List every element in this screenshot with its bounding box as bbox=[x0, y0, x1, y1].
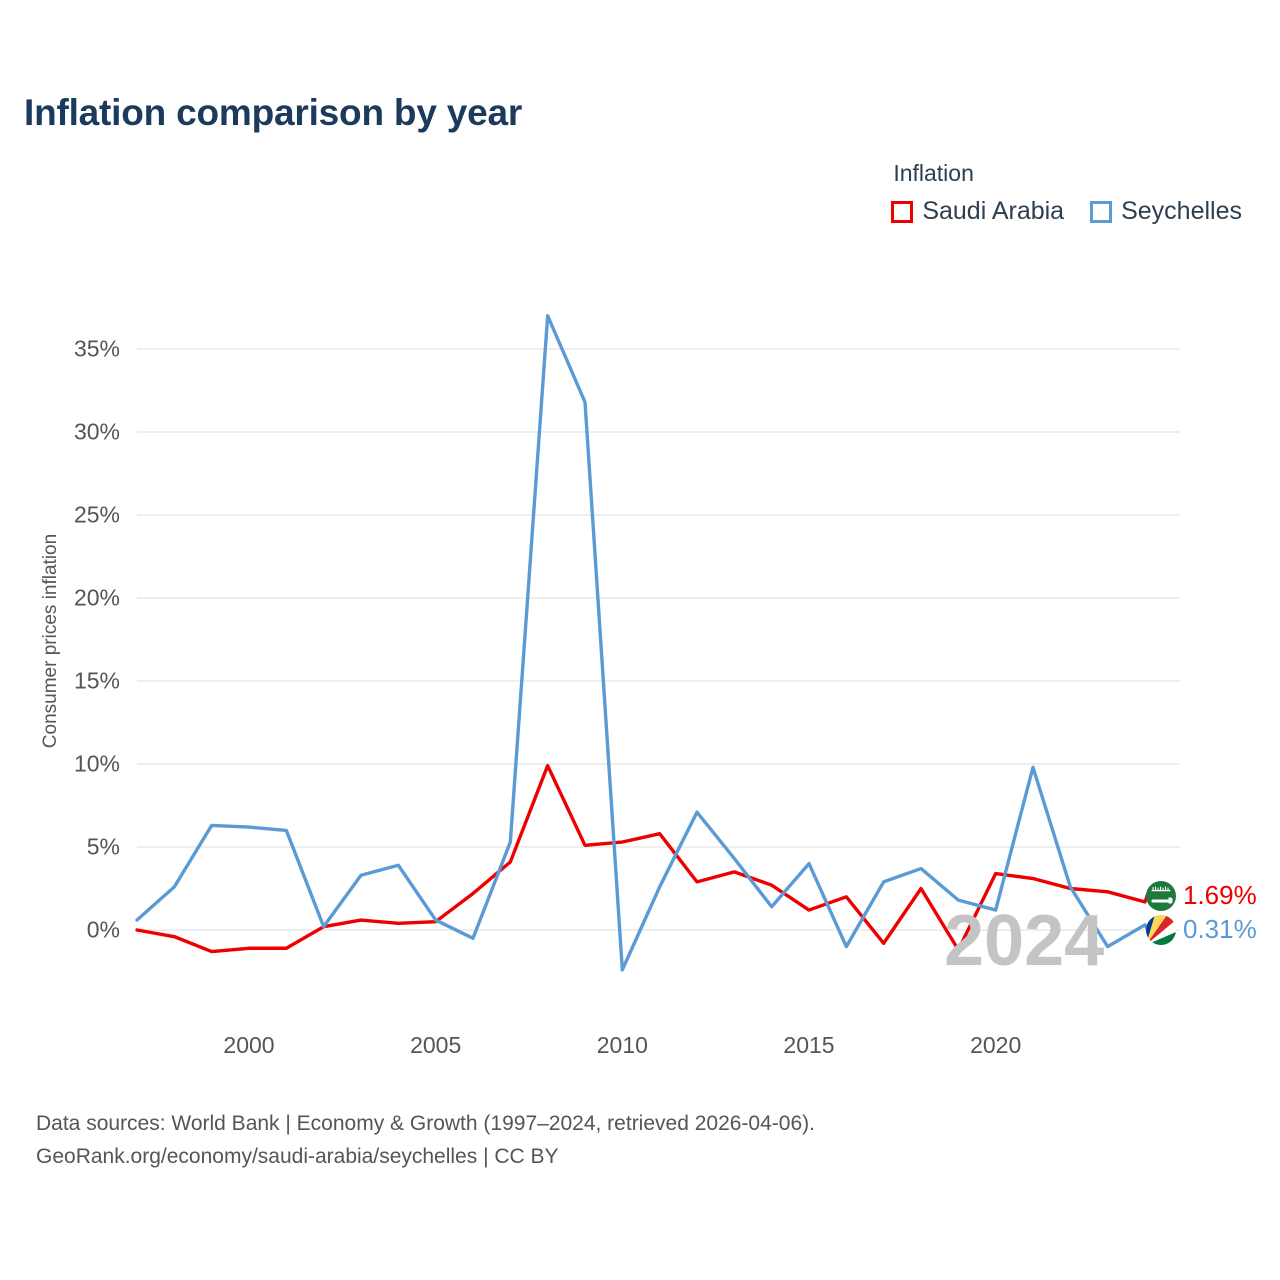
legend-item-saudi-arabia[interactable]: Saudi Arabia bbox=[891, 197, 1064, 226]
end-label-saudi-arabia: 1.69% bbox=[1146, 880, 1257, 911]
y-axis-tick-label: 0% bbox=[86, 916, 120, 943]
saudi-arabia-flag-icon bbox=[1146, 880, 1176, 911]
legend-label-saudi-arabia: Saudi Arabia bbox=[922, 197, 1065, 225]
y-axis-tick-label: 35% bbox=[73, 335, 120, 362]
y-axis-tick-label: 20% bbox=[73, 584, 120, 611]
x-axis-tick-label: 2015 bbox=[783, 1032, 835, 1058]
seychelles-flag-rays bbox=[1146, 914, 1176, 945]
y-axis-tick-label: 25% bbox=[73, 501, 120, 528]
x-axis-tick-label: 2000 bbox=[223, 1032, 275, 1058]
legend-swatch-seychelles bbox=[1090, 200, 1113, 223]
year-watermark: 2024 bbox=[944, 901, 1105, 981]
y-axis-tick-label: 10% bbox=[73, 750, 120, 777]
end-value-seychelles: 0.31% bbox=[1183, 914, 1257, 944]
footer-line-2: GeoRank.org/economy/saudi-arabia/seychel… bbox=[36, 1144, 559, 1168]
y-axis-label: Consumer prices inflation bbox=[40, 533, 61, 749]
end-label-seychelles: 0.31% bbox=[1146, 914, 1257, 945]
saudi-script-glyph bbox=[1151, 886, 1171, 891]
y-axis-tick-label: 5% bbox=[86, 833, 120, 860]
saudi-sword-glyph bbox=[1151, 897, 1173, 904]
end-value-saudi-arabia: 1.69% bbox=[1183, 880, 1257, 910]
y-axis-tick-label: 30% bbox=[73, 418, 120, 445]
footer-line-1: Data sources: World Bank | Economy & Gro… bbox=[36, 1112, 815, 1135]
seychelles-flag-icon bbox=[1146, 914, 1176, 945]
series-line-seychelles bbox=[135, 314, 1147, 972]
y-axis-tick-label: 15% bbox=[73, 667, 120, 694]
legend-swatch-saudi-arabia bbox=[891, 200, 914, 223]
legend-item-seychelles[interactable]: Seychelles bbox=[1090, 197, 1242, 226]
footer: Data sources: World Bank | Economy & Gro… bbox=[36, 1108, 815, 1173]
chart-legend: Inflation Saudi Arabia Seychelles bbox=[891, 160, 1242, 226]
x-axis-tick-label: 2010 bbox=[596, 1032, 648, 1058]
series-lines bbox=[135, 314, 1149, 972]
legend-title: Inflation bbox=[893, 160, 974, 186]
gridlines bbox=[137, 348, 1180, 931]
x-axis-tick-label: 2005 bbox=[410, 1032, 462, 1058]
legend-label-seychelles: Seychelles bbox=[1121, 197, 1242, 225]
page-title: Inflation comparison by year bbox=[24, 92, 523, 133]
x-axis-tick-label: 2020 bbox=[970, 1032, 1022, 1058]
